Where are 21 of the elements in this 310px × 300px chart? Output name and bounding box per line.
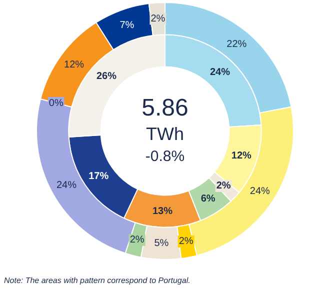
data-label: 2% (178, 236, 194, 248)
data-label: 2% (216, 180, 231, 192)
data-label: 22% (226, 39, 247, 50)
data-label: 24% (250, 186, 270, 197)
data-label: 13% (152, 206, 173, 218)
data-label: 26% (96, 70, 117, 82)
data-label: 7% (120, 20, 134, 31)
data-label: 6% (200, 194, 216, 205)
data-label: 2% (150, 14, 166, 25)
data-label: 5% (154, 238, 169, 250)
text: 5.86 (142, 94, 188, 122)
data-label: 24% (210, 67, 230, 78)
data-label: 12% (64, 60, 84, 71)
text: Note: The areas with pattern correspond to Portugal. (4, 276, 190, 285)
data-label: 12% (231, 150, 252, 162)
data-label: 2% (130, 234, 144, 246)
data-label: 17% (88, 170, 109, 182)
text: 0% (48, 98, 64, 109)
data-label: 24% (56, 180, 77, 191)
text: TWh (146, 124, 184, 144)
text: -0.8% (145, 148, 185, 166)
